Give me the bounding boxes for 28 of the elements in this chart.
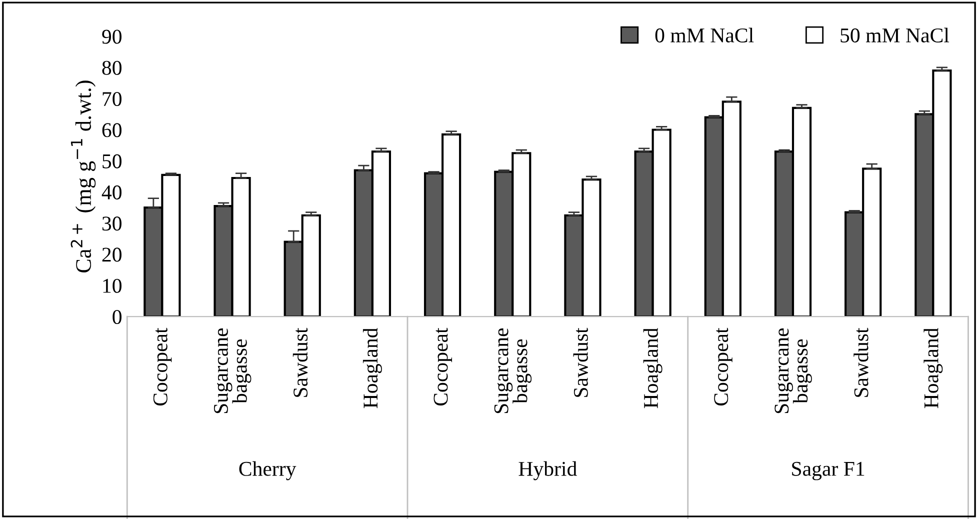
legend-label: 50 mM NaCl: [840, 28, 950, 42]
text: Hybrid: [518, 461, 577, 480]
y-tick-label: 30: [102, 216, 122, 231]
y-tick-label: 20: [102, 248, 122, 262]
y-tick-label: 80: [102, 60, 122, 75]
x-tick-label: Sawdust: [573, 328, 588, 397]
x-tick-label: Hoagland: [924, 328, 943, 408]
x-tick-label: Sawdust: [854, 328, 868, 397]
x-tick-label: Hoagland: [362, 328, 382, 408]
y-tick-label: 0: [112, 310, 122, 324]
x-tick-label: Sugarcane bagasse: [774, 328, 812, 414]
y-tick-label: 50: [102, 154, 122, 168]
x-tick-label: Cocopeat: [153, 328, 172, 406]
x-tick-label: Hoagland: [643, 328, 662, 408]
text: Cherry: [239, 461, 296, 480]
x-tick-label: Sawdust: [292, 328, 308, 397]
y-axis-title: Ca$^{2+}$ (mg g$^{−1}$ d.wt.): [70, 80, 96, 272]
y-tick-label: 40: [102, 185, 122, 200]
y-tick-label: 90: [102, 30, 122, 44]
x-tick-label: Sugarcane bagasse: [494, 328, 532, 414]
x-tick-label: Sugarcane bagasse: [214, 328, 252, 414]
x-tick-label: Cocopeat: [714, 328, 732, 406]
text: Sagar F1: [792, 462, 864, 480]
y-tick-label: 60: [102, 123, 122, 138]
legend-label: 0 mM NaCl: [655, 28, 754, 42]
y-tick-label: 10: [103, 278, 122, 293]
x-tick-label: Cocopeat: [434, 328, 452, 406]
y-tick-label: 70: [102, 92, 122, 106]
